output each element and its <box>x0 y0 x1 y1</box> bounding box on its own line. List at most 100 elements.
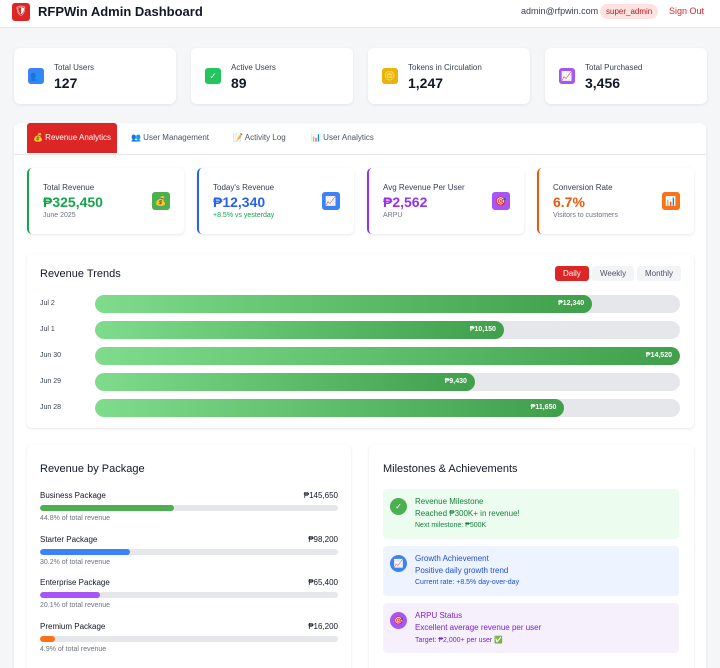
package-amount: ₱145,650 <box>303 491 338 500</box>
trend-bar-value: ₱14,520 <box>645 352 672 359</box>
stat-label: Tokens in Circulation <box>408 63 482 72</box>
tab-user-analytics[interactable]: 📊 User Analytics <box>311 133 374 142</box>
app-title: RFPWin Admin Dashboard <box>38 4 203 19</box>
metric-sub: ARPU <box>383 212 403 219</box>
tab-activity-log[interactable]: 📝 Activity Log <box>233 133 286 142</box>
package-bar-track <box>40 636 338 642</box>
milestone-title: Revenue Milestone <box>415 497 484 506</box>
trend-bar-track: ₱14,520 <box>95 347 680 365</box>
trend-bar-track: ₱11,650 <box>95 399 680 417</box>
trend-row: Jul 2 ₱12,340 <box>27 295 694 313</box>
package-bar-track <box>40 549 338 555</box>
stat-card-active-users: ✓ Active Users 89 <box>191 48 353 104</box>
package-percent: 30.2% of total revenue <box>40 559 111 566</box>
sign-out-link[interactable]: Sign Out <box>669 6 705 16</box>
trend-date-label: Jul 1 <box>40 326 55 333</box>
metric-label: Avg Revenue Per User <box>383 183 465 192</box>
period-weekly-button[interactable]: Weekly <box>592 266 635 281</box>
package-amount: ₱98,200 <box>308 535 338 544</box>
trend-row: Jun 28 ₱11,650 <box>27 399 694 417</box>
stat-card-tokens: 🪙 Tokens in Circulation 1,247 <box>368 48 530 104</box>
check-circle-icon: ✓ <box>390 498 407 515</box>
trend-bar-value: ₱10,150 <box>469 326 496 333</box>
trend-date-label: Jun 28 <box>40 404 62 411</box>
trend-bar: ₱12,340 <box>95 295 593 313</box>
package-amount: ₱65,400 <box>308 578 338 587</box>
stat-card-total-users: 👥 Total Users 127 <box>14 48 176 104</box>
period-daily-button[interactable]: Daily <box>555 266 589 281</box>
package-percent: 20.1% of total revenue <box>40 602 111 609</box>
target-icon: 🎯 <box>492 192 510 210</box>
stat-value: 1,247 <box>408 75 444 91</box>
period-monthly-button[interactable]: Monthly <box>637 266 682 281</box>
metric-todays-revenue: Today's Revenue ₱12,340 +8.5% vs yesterd… <box>197 168 354 234</box>
milestone-subtext: Next milestone: ₱500K <box>415 522 487 529</box>
stat-card-total-purchased: 📈 Total Purchased 3,456 <box>545 48 707 104</box>
package-name: Enterprise Package <box>40 578 110 587</box>
milestone-text: Positive daily growth trend <box>415 566 509 575</box>
package-row: Premium Package ₱16,200 4.9% of total reve… <box>40 622 338 662</box>
stat-label: Total Purchased <box>585 63 643 72</box>
milestone-title: Growth Achievement <box>415 554 489 563</box>
app-logo-icon: 🛡 <box>12 3 30 21</box>
coin-icon: 🪙 <box>382 68 398 84</box>
stat-label: Active Users <box>231 63 276 72</box>
milestone-text: Reached ₱300K+ in revenue! <box>415 509 520 518</box>
package-row: Enterprise Package ₱65,400 20.1% of total … <box>40 578 338 618</box>
metric-conversion-rate: Conversion Rate 6.7% Visitors to custome… <box>537 168 694 234</box>
users-icon: 👥 <box>28 68 44 84</box>
metric-label: Conversion Rate <box>553 183 613 192</box>
package-bar <box>40 592 100 598</box>
trend-bar-value: ₱11,650 <box>530 404 557 411</box>
trend-bar-track: ₱10,150 <box>95 321 680 339</box>
role-badge: super_admin <box>600 4 659 19</box>
user-email: admin@rfpwin.com <box>521 6 599 16</box>
milestone-title: ARPU Status <box>415 611 463 620</box>
metric-label: Total Revenue <box>43 183 95 192</box>
revenue-trends-card: Revenue Trends Daily Weekly Monthly Jul … <box>27 254 694 428</box>
milestone-subtext: Current rate: +8.5% day-over-day <box>415 579 520 586</box>
metric-sub: June 2025 <box>43 212 76 219</box>
metric-sub: Visitors to customers <box>553 212 618 219</box>
package-bar-track <box>40 505 338 511</box>
trend-date-label: Jul 2 <box>40 300 55 307</box>
milestones-card: Milestones & Achievements ✓ Revenue Miles… <box>369 445 694 668</box>
check-icon: ✓ <box>205 68 221 84</box>
trend-bar-track: ₱12,340 <box>95 295 680 313</box>
milestone-subtext: Target: ₱2,000+ per user ✅ <box>415 637 503 644</box>
package-amount: ₱16,200 <box>308 622 338 631</box>
top-header: 🛡 RFPWin Admin Dashboard admin@rfpwin.co… <box>0 0 720 28</box>
trend-bar: ₱11,650 <box>95 399 565 417</box>
tab-revenue-analytics[interactable]: 💰 Revenue Analytics <box>27 123 117 153</box>
milestones-title: Milestones & Achievements <box>383 463 518 475</box>
package-bar <box>40 636 55 642</box>
milestone-item: ✓ Revenue Milestone Reached ₱300K+ in reve… <box>383 489 679 539</box>
bar-chart-icon: 📊 <box>662 192 680 210</box>
metric-sub: +8.5% vs yesterday <box>213 212 275 219</box>
metric-arpu: Avg Revenue Per User ₱2,562 ARPU 🎯 <box>367 168 524 234</box>
target-icon: 🎯 <box>390 612 407 629</box>
stat-value: 127 <box>54 75 78 91</box>
trend-date-label: Jun 30 <box>40 352 62 359</box>
package-bar <box>40 549 130 555</box>
milestone-item: 🎯 ARPU Status Excellent average revenue pe… <box>383 603 679 653</box>
trend-date-label: Jun 29 <box>40 378 62 385</box>
package-row: Business Package ₱145,650 44.8% of total r… <box>40 491 338 531</box>
package-row: Starter Package ₱98,200 30.2% of total rev… <box>40 535 338 575</box>
trend-up-icon: 📈 <box>390 555 407 572</box>
stat-value: 3,456 <box>585 75 621 91</box>
money-bag-icon: 💰 <box>152 192 170 210</box>
trend-up-icon: 📈 <box>322 192 340 210</box>
metric-value: ₱2,562 <box>383 194 428 210</box>
revenue-by-package-card: Revenue by Package Business Package ₱145,… <box>27 445 351 668</box>
revenue-trends-title: Revenue Trends <box>40 268 121 280</box>
tab-user-management[interactable]: 👥 User Management <box>131 133 209 142</box>
metric-label: Today's Revenue <box>213 183 275 192</box>
trend-bar: ₱9,430 <box>95 373 475 391</box>
trend-bar: ₱14,520 <box>95 347 680 365</box>
trend-bar: ₱10,150 <box>95 321 504 339</box>
trend-row: Jun 29 ₱9,430 <box>27 373 694 391</box>
metric-value: ₱12,340 <box>213 194 266 210</box>
metric-value: 6.7% <box>553 194 585 210</box>
chart-icon: 📈 <box>559 68 575 84</box>
